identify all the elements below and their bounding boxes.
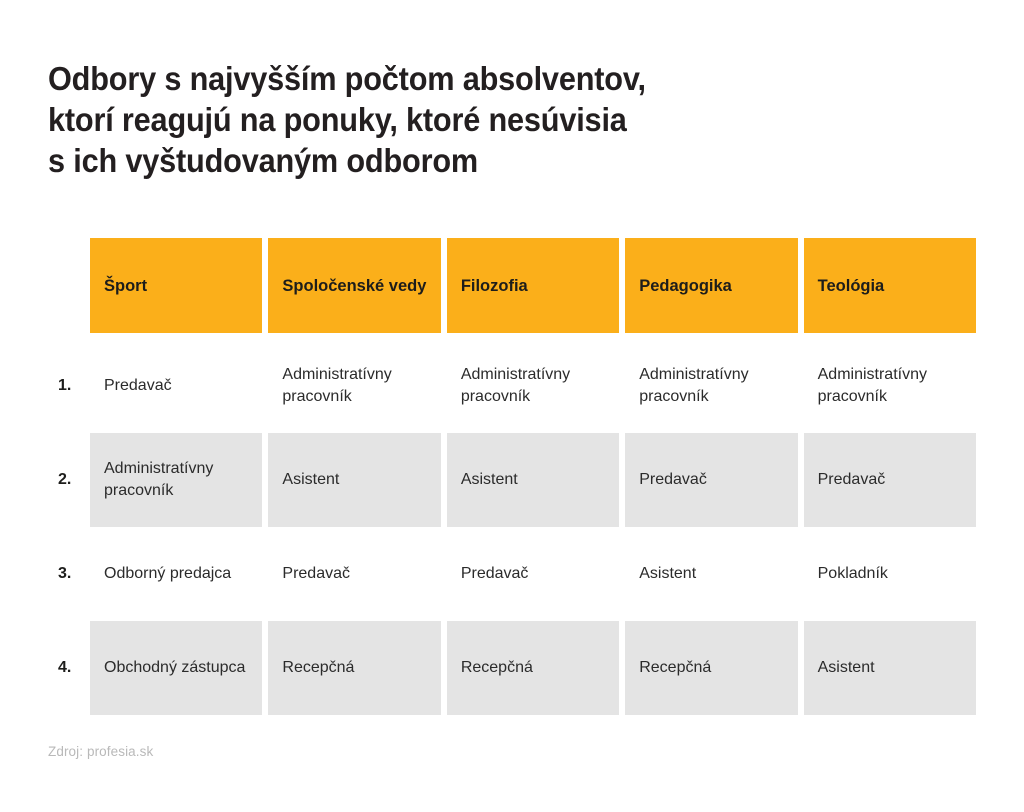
row-number: 3. [58, 565, 72, 582]
column-header-sport: Šport [90, 238, 263, 333]
table-cell: Recepčná [625, 621, 798, 715]
table-cell: Administratívny pracovník [282, 366, 392, 405]
page-title: Odbory s najvyšším počtom absolventov, k… [48, 58, 848, 181]
page-title-line-3: s ich vyštudovaným odborom [48, 142, 479, 179]
table-cell: Odborný predajca [104, 565, 232, 582]
table-cell: Recepčná [446, 621, 620, 715]
table-cell: Asistent [446, 433, 620, 527]
table-cell: Predavač [282, 565, 350, 582]
table-cell: Recepčná [268, 621, 441, 715]
table-cell: Administratívny pracovník [460, 366, 571, 405]
table-cell: Asistent [639, 565, 697, 582]
data-table: Šport Spoločenské vedy Filozofia Pedagog… [58, 238, 977, 715]
row-number: 2. [58, 471, 72, 488]
row-number: 4. [58, 659, 72, 676]
column-header-teologia: Teológia [803, 238, 977, 333]
table-header-row: Šport Spoločenské vedy Filozofia Pedagog… [90, 238, 977, 333]
table-row: 1. Predavač Administratívny pracovník Ad… [58, 339, 976, 433]
table-row: 3. Odborný predajca Predavač Predavač As… [58, 527, 976, 621]
table-cell: Predavač [625, 433, 798, 527]
table-cell: Predavač [104, 377, 172, 394]
table-cell: Predavač [460, 565, 529, 582]
table-row: 2. Administratívny pracovník Asistent As… [58, 433, 977, 527]
table-cell: Pokladník [817, 565, 888, 582]
table-row: 4. Obchodný zástupca Recepčná Recepčná R… [58, 621, 977, 715]
table-cell: Administratívny pracovník [90, 433, 263, 527]
table-cell: Administratívny pracovník [639, 366, 749, 405]
table-cell: Asistent [803, 621, 977, 715]
table-cell: Asistent [268, 433, 441, 527]
column-header-spolocenske-vedy: Spoločenské vedy [268, 238, 441, 333]
table-cell: Predavač [803, 433, 977, 527]
table-cell: Obchodný zástupca [90, 621, 263, 715]
column-header-filozofia: Filozofia [446, 238, 620, 333]
source-credit: Zdroj: profesia.sk [48, 744, 154, 759]
table-cell: Administratívny pracovník [817, 366, 927, 405]
row-number: 1. [58, 377, 72, 394]
page-title-line-2: ktorí reagujú na ponuky, ktoré nesúvisia [48, 101, 627, 138]
page-title-line-1: Odbory s najvyšším počtom absolventov, [48, 60, 646, 97]
column-header-pedagogika: Pedagogika [625, 238, 798, 333]
